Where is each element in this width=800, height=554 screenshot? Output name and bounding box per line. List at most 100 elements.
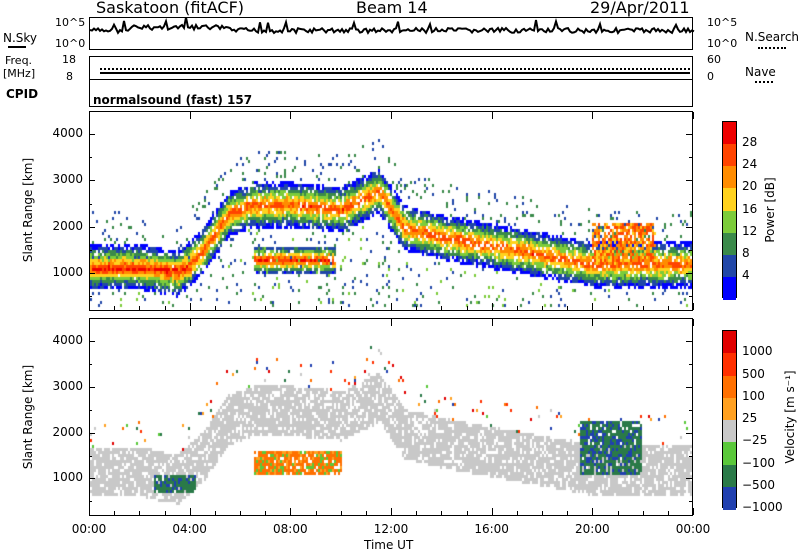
nave-trace	[100, 68, 690, 70]
xtick-minor	[114, 511, 116, 515]
ytick-mark-left	[89, 432, 95, 434]
xtick-mark-bottom	[693, 303, 694, 310]
colorbar-segment	[723, 331, 736, 354]
ytick-minor-right	[689, 455, 692, 457]
freq-trace	[100, 72, 690, 74]
ytick-label: 3000	[52, 378, 83, 393]
colorbar-tick-label: −25	[742, 433, 768, 448]
xtick-minor	[240, 306, 241, 310]
freq-left-tick-top: 18	[62, 53, 76, 66]
ytick-minor-left	[89, 203, 92, 205]
nave-legend-line	[755, 81, 773, 83]
ytick-minor-right	[689, 157, 692, 159]
ytick-mark-right	[686, 386, 692, 388]
colorbar-tick-label: 8	[742, 245, 750, 260]
colorbar-segment	[723, 276, 736, 300]
xtick-mark-bottom	[189, 508, 191, 515]
xtick-minor	[542, 511, 543, 515]
x-axis-label: Time UT	[364, 538, 414, 552]
xtick-minor	[466, 511, 468, 515]
colorbar-tick-label: 24	[742, 157, 758, 172]
colorbar-tick-label: 4	[742, 267, 750, 282]
xtick-minor	[214, 511, 216, 515]
ytick-mark-right	[686, 226, 692, 228]
xtick-minor	[441, 306, 443, 310]
xtick-minor	[642, 306, 644, 310]
xtick-minor	[441, 511, 443, 515]
xtick-mark-top	[592, 319, 594, 326]
xtick-minor	[466, 306, 468, 310]
ytick-label: 2000	[52, 424, 83, 439]
power-ylabel: Slant Range [km]	[21, 157, 35, 263]
xtick-mark-bottom	[491, 508, 493, 515]
ytick-label: 4000	[52, 332, 83, 347]
colorbar-tick-label: 28	[742, 135, 758, 150]
ytick-minor-right	[689, 296, 692, 298]
xtick-minor	[164, 511, 166, 515]
xtick-mark-top	[491, 319, 493, 326]
noise-trace	[89, 17, 695, 36]
xtick-label: 04:00	[172, 522, 207, 536]
xtick-mark-top	[391, 112, 392, 119]
ytick-minor-left	[89, 455, 92, 457]
xtick-mark-top	[290, 112, 292, 119]
ytick-mark-left	[89, 134, 95, 136]
noise-panel	[89, 17, 695, 50]
xtick-minor	[340, 511, 342, 515]
colorbar-segment	[723, 122, 736, 145]
noise-search-legend-line	[758, 47, 786, 49]
xtick-label: 16:00	[474, 522, 509, 536]
xtick-mark-top	[89, 112, 90, 119]
colorbar-segment	[723, 144, 736, 167]
ytick-label: 1000	[52, 265, 83, 280]
xtick-mark-bottom	[592, 303, 594, 310]
xtick-minor	[416, 306, 418, 310]
ytick-label: 3000	[52, 172, 83, 187]
xtick-minor	[164, 306, 166, 310]
xtick-minor	[617, 306, 619, 310]
colorbar-tick-label: 1000	[742, 344, 773, 359]
noise-left-tick-top: 10^5	[55, 16, 86, 29]
xtick-mark-top	[693, 112, 694, 119]
velocity-panel	[89, 318, 693, 516]
colorbar-tick-label: −1000	[742, 500, 783, 514]
ytick-mark-left	[89, 478, 95, 480]
ytick-minor-left	[89, 157, 92, 159]
xtick-mark-bottom	[391, 508, 392, 515]
ytick-minor-left	[89, 249, 92, 251]
station-title: Saskatoon (fitACF)	[96, 0, 245, 17]
ytick-mark-left	[89, 340, 95, 342]
velocity-heatmap	[90, 319, 692, 515]
xtick-mark-top	[391, 319, 392, 326]
xtick-mark-bottom	[89, 508, 90, 515]
xtick-label: 20:00	[575, 522, 610, 536]
xtick-minor	[139, 306, 141, 310]
ytick-label: 1000	[52, 470, 83, 485]
xtick-label: 08:00	[273, 522, 308, 536]
colorbar-segment	[723, 188, 736, 211]
velocity-colorbar	[722, 330, 737, 510]
nave-label: Nave	[745, 65, 776, 79]
xtick-mark-bottom	[189, 303, 191, 310]
xtick-mark-top	[89, 319, 90, 326]
beam-label: Beam 14	[356, 0, 428, 17]
xtick-minor	[516, 511, 518, 515]
xtick-minor	[667, 511, 669, 515]
ytick-mark-right	[686, 432, 692, 434]
cpid-panel	[89, 80, 693, 107]
xtick-label: 00:00	[675, 522, 711, 536]
ytick-mark-left	[89, 273, 95, 275]
cpid-label: CPID	[6, 87, 39, 101]
xtick-mark-top	[290, 319, 292, 326]
freq-left-tick-bottom: 8	[66, 70, 73, 83]
ytick-mark-right	[686, 478, 692, 480]
xtick-minor	[617, 511, 619, 515]
noise-left-tick-bottom: 10^0	[55, 37, 86, 50]
freq-label-1: Freq.	[5, 54, 33, 67]
velocity-ylabel: Slant Range [km]	[21, 364, 35, 470]
xtick-minor	[416, 511, 418, 515]
power-heatmap	[90, 112, 692, 310]
xtick-minor	[240, 511, 241, 515]
colorbar-segment	[723, 486, 736, 510]
ytick-mark-left	[89, 226, 95, 228]
